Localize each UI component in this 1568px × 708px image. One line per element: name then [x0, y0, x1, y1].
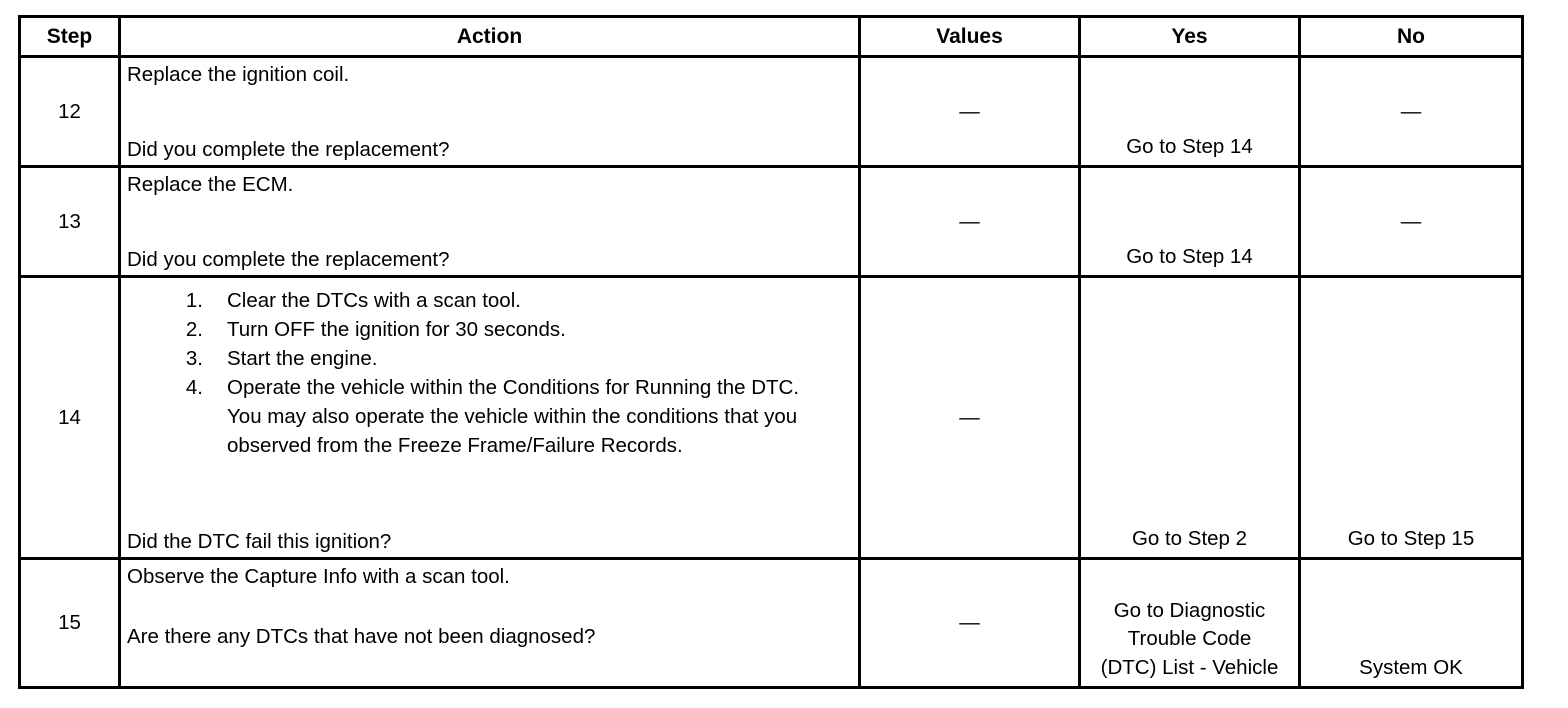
- no-cell: —: [1298, 55, 1524, 168]
- list-item: 2. Turn OFF the ignition for 30 seconds.: [185, 318, 566, 341]
- header-values: Values: [858, 15, 1081, 58]
- step-cell: 14: [18, 275, 121, 560]
- header-row: Step Action Values Yes No: [18, 15, 1524, 58]
- table-row: 13 Replace the ECM. Did you complete the …: [18, 165, 1524, 278]
- yes-cell: Go to Step 2: [1078, 275, 1301, 560]
- table-row: 15 Observe the Capture Info with a scan …: [18, 557, 1524, 689]
- list-item: 3. Start the engine.: [185, 347, 378, 370]
- table-row: 12 Replace the ignition coil. Did you com…: [18, 55, 1524, 168]
- action-question: Did you complete the replacement?: [127, 138, 450, 161]
- list-item: 4. Operate the vehicle within the Conditi…: [185, 376, 800, 457]
- table-row: 14 1. Clear the DTCs with a scan tool. 2.…: [18, 275, 1524, 560]
- no-cell: —: [1298, 165, 1524, 278]
- diagnostic-table: Step Action Values Yes No 12 Replace the…: [18, 15, 1524, 689]
- yes-cell: Go to Step 14: [1078, 55, 1301, 168]
- header-action: Action: [118, 15, 861, 58]
- action-text: Replace the ECM.: [127, 173, 294, 196]
- list-item: 1. Clear the DTCs with a scan tool.: [185, 289, 521, 312]
- step-cell: 13: [18, 165, 121, 278]
- header-step: Step: [18, 15, 121, 58]
- action-cell: Observe the Capture Info with a scan too…: [118, 557, 861, 689]
- action-text: Replace the ignition coil.: [127, 63, 350, 86]
- step-cell: 15: [18, 557, 121, 689]
- values-cell: —: [858, 55, 1081, 168]
- no-cell: Go to Step 15: [1298, 275, 1524, 560]
- action-cell: Replace the ECM. Did you complete the rep…: [118, 165, 861, 278]
- action-question: Did you complete the replacement?: [127, 248, 450, 271]
- no-cell: System OK: [1298, 557, 1524, 689]
- step-cell: 12: [18, 55, 121, 168]
- action-question: Are there any DTCs that have not been di…: [127, 625, 596, 648]
- yes-cell: Go to Step 14: [1078, 165, 1301, 278]
- action-question: Did the DTC fail this ignition?: [127, 530, 392, 553]
- action-list: 1. Clear the DTCs with a scan tool. 2. Tur…: [127, 286, 852, 460]
- values-cell: —: [858, 165, 1081, 278]
- yes-cell: Go to Diagnostic Trouble Code (DTC) List…: [1078, 557, 1301, 689]
- action-cell: 1. Clear the DTCs with a scan tool. 2. Tur…: [118, 275, 861, 560]
- action-text: Observe the Capture Info with a scan too…: [127, 565, 510, 588]
- action-cell: Replace the ignition coil. Did you comple…: [118, 55, 861, 168]
- values-cell: —: [858, 557, 1081, 689]
- header-no: No: [1298, 15, 1524, 58]
- header-yes: Yes: [1078, 15, 1301, 58]
- values-cell: —: [858, 275, 1081, 560]
